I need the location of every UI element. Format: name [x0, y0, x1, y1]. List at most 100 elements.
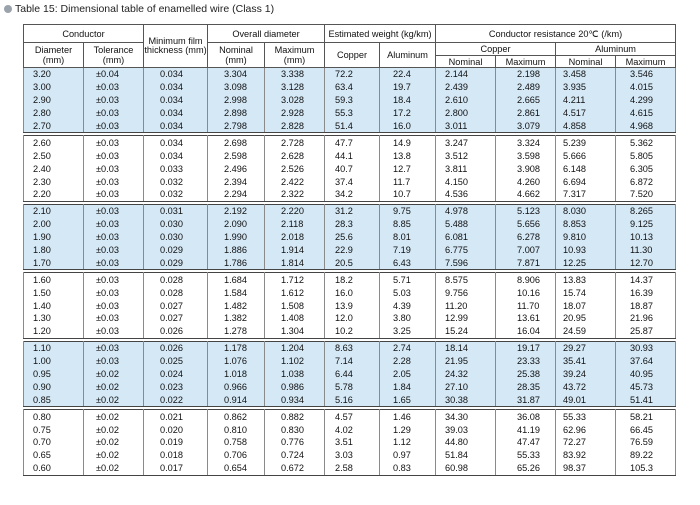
res-copper-maximum-cell: 4.662 [495, 188, 557, 202]
tolerance-cell: ±0.02 [82, 436, 145, 449]
res-aluminum-maximum-cell: 14.37 [615, 272, 677, 287]
table-row: 0.95 ±0.02 0.024 1.018 1.038 6.44 2.05 24.32 25.… [23, 367, 677, 381]
res-copper-nominal-cell: 6.775 [435, 243, 497, 257]
overall-maximum-cell: 1.914 [264, 243, 326, 257]
overall-nominal-cell: 2.698 [207, 135, 266, 150]
overall-maximum-cell: 3.338 [264, 66, 326, 81]
overall-nominal-cell: 0.810 [207, 423, 266, 437]
min-film-cell: 0.019 [143, 436, 209, 449]
weight-aluminum-cell: 13.8 [379, 149, 437, 163]
overall-maximum-cell: 0.882 [264, 409, 326, 424]
group-spacer [23, 269, 676, 273]
res-copper-nominal-cell: 2.800 [435, 106, 497, 120]
header-overall-nominal-text: Nominal (mm) [219, 45, 253, 65]
header-overall-maximum-text: Maximum (mm) [274, 45, 315, 65]
weight-copper-cell: 72.2 [324, 66, 381, 81]
res-copper-nominal-cell: 3.811 [435, 162, 497, 176]
diameter-cell: 1.60 [23, 272, 84, 287]
diameter-cell: 1.40 [23, 299, 84, 313]
res-copper-maximum-cell: 28.35 [495, 380, 557, 394]
weight-aluminum-cell: 2.74 [379, 340, 437, 355]
diameter-cell: 2.60 [23, 135, 84, 150]
diameter-cell: 3.00 [23, 80, 84, 94]
min-film-cell: 0.025 [143, 354, 209, 368]
res-aluminum-maximum-cell: 51.41 [615, 393, 677, 408]
overall-nominal-cell: 1.178 [207, 340, 266, 355]
weight-aluminum-cell: 19.7 [379, 80, 437, 94]
res-aluminum-nominal-cell: 43.72 [555, 380, 617, 394]
diameter-cell: 2.50 [23, 149, 84, 163]
overall-maximum-cell: 1.712 [264, 272, 326, 287]
res-aluminum-nominal-cell: 3.458 [555, 66, 617, 81]
bullet-icon [4, 5, 12, 13]
diameter-cell: 2.40 [23, 162, 84, 176]
res-copper-nominal-cell: 18.14 [435, 340, 497, 355]
row-group: 1.10 ±0.03 0.026 1.178 1.204 8.63 2.74 18.14 19.… [23, 340, 677, 408]
tolerance-cell: ±0.03 [82, 312, 145, 325]
overall-nominal-cell: 0.914 [207, 393, 266, 408]
table-row: 0.65 ±0.02 0.018 0.706 0.724 3.03 0.97 51.84 55.… [23, 448, 677, 462]
res-copper-nominal-cell: 4.536 [435, 188, 497, 202]
res-aluminum-nominal-cell: 4.517 [555, 106, 617, 120]
res-aluminum-nominal-cell: 4.211 [555, 93, 617, 107]
res-copper-maximum-cell: 11.70 [495, 299, 557, 313]
overall-nominal-cell: 1.990 [207, 230, 266, 244]
tolerance-cell: ±0.03 [82, 188, 145, 202]
min-film-cell: 0.027 [143, 299, 209, 313]
header-res-copper-nominal: Nominal [435, 55, 497, 68]
min-film-cell: 0.030 [143, 217, 209, 231]
overall-maximum-cell: 1.304 [264, 324, 326, 339]
weight-aluminum-cell: 16.0 [379, 119, 437, 134]
res-copper-nominal-cell: 4.978 [435, 203, 497, 218]
res-copper-maximum-cell: 36.08 [495, 409, 557, 424]
res-copper-maximum-cell: 41.19 [495, 423, 557, 437]
overall-nominal-cell: 2.798 [207, 119, 266, 134]
res-copper-maximum-cell: 2.665 [495, 93, 557, 107]
weight-aluminum-cell: 17.2 [379, 106, 437, 120]
diameter-cell: 0.85 [23, 393, 84, 408]
table-row: 1.30 ±0.03 0.027 1.382 1.408 12.0 3.80 12.99 13.… [23, 312, 677, 325]
res-aluminum-nominal-cell: 12.25 [555, 256, 617, 271]
weight-aluminum-cell: 10.7 [379, 188, 437, 202]
min-film-cell: 0.022 [143, 393, 209, 408]
row-group: 2.60 ±0.03 0.034 2.698 2.728 47.7 14.9 3.247 3.3… [23, 135, 677, 202]
weight-aluminum-cell: 1.46 [379, 409, 437, 424]
overall-maximum-cell: 0.986 [264, 380, 326, 394]
header-res-copper: Copper [435, 42, 557, 56]
res-copper-nominal-cell: 3.011 [435, 119, 497, 134]
res-aluminum-maximum-cell: 18.87 [615, 299, 677, 313]
res-copper-nominal-cell: 39.03 [435, 423, 497, 437]
tolerance-cell: ±0.03 [82, 340, 145, 355]
res-copper-maximum-cell: 2.489 [495, 80, 557, 94]
min-film-cell: 0.028 [143, 286, 209, 300]
group-spacer [23, 338, 676, 342]
tolerance-cell: ±0.03 [82, 286, 145, 300]
weight-copper-cell: 55.3 [324, 106, 381, 120]
res-copper-nominal-cell: 15.24 [435, 324, 497, 339]
res-aluminum-nominal-cell: 55.33 [555, 409, 617, 424]
header-diameter-text: Diameter (mm) [34, 45, 73, 65]
min-film-cell: 0.034 [143, 93, 209, 107]
res-aluminum-nominal-cell: 39.24 [555, 367, 617, 381]
res-aluminum-maximum-cell: 12.70 [615, 256, 677, 271]
overall-nominal-cell: 2.898 [207, 106, 266, 120]
weight-aluminum-cell: 4.39 [379, 299, 437, 313]
table-row: 0.80 ±0.02 0.021 0.862 0.882 4.57 1.46 34.30 36.… [23, 409, 677, 424]
table-row: 0.60 ±0.02 0.017 0.654 0.672 2.58 0.83 60.98 65.… [23, 461, 677, 476]
tolerance-cell: ±0.02 [82, 367, 145, 381]
header-res-aluminum-nominal: Nominal [555, 55, 617, 68]
overall-nominal-cell: 2.394 [207, 175, 266, 189]
overall-nominal-cell: 3.304 [207, 66, 266, 81]
res-copper-maximum-cell: 2.861 [495, 106, 557, 120]
diameter-cell: 3.20 [23, 66, 84, 81]
res-copper-nominal-cell: 8.575 [435, 272, 497, 287]
header-res-aluminum: Aluminum [555, 42, 677, 56]
row-group: 3.20 ±0.04 0.034 3.304 3.338 72.2 22.4 2.144 2.1… [23, 66, 677, 134]
weight-aluminum-cell: 18.4 [379, 93, 437, 107]
overall-maximum-cell: 3.028 [264, 93, 326, 107]
res-aluminum-maximum-cell: 58.21 [615, 409, 677, 424]
res-aluminum-maximum-cell: 5.805 [615, 149, 677, 163]
weight-copper-cell: 28.3 [324, 217, 381, 231]
res-copper-maximum-cell: 3.079 [495, 119, 557, 134]
diameter-cell: 2.00 [23, 217, 84, 231]
